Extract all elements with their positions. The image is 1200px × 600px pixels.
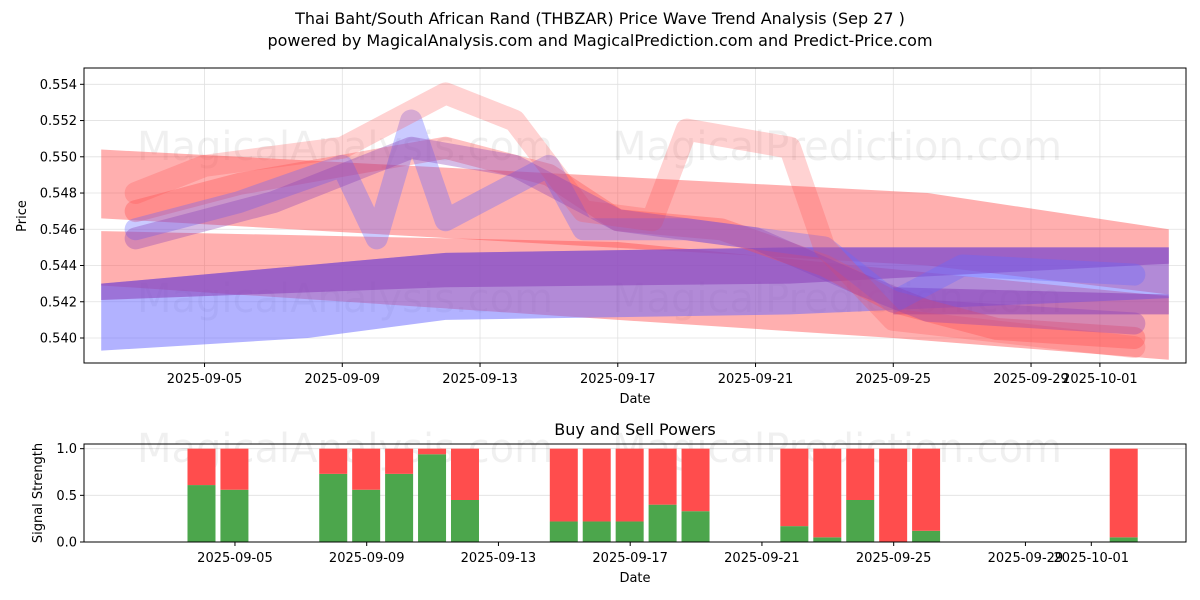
buy-bar [780, 526, 809, 542]
price-y-axis-label: Price [15, 200, 30, 232]
powers-x-tick-label: 2025-09-29 [988, 551, 1064, 566]
buy-bar [648, 504, 677, 542]
price-y-tick-label: 0.540 [40, 331, 77, 346]
buy-bar [450, 500, 479, 542]
price-wave-series [101, 82, 1169, 360]
powers-y-tick-label: 0.5 [56, 489, 77, 504]
powers-plot-frame [83, 443, 1187, 543]
sell-bar [1109, 448, 1138, 538]
powers-y-axis: 0.0 0.5 1.0 [56, 442, 84, 551]
powers-x-tick-label: 2025-10-01 [1054, 551, 1130, 566]
powers-y-tick-label: 1.0 [56, 442, 77, 457]
buy-bar [549, 521, 578, 542]
sell-bar [846, 448, 875, 500]
sell-bar [879, 448, 908, 542]
price-y-axis: 0.540 0.542 0.544 0.546 0.548 0.550 0.552 0.554 [40, 78, 84, 346]
wave-band-4 [101, 247, 1169, 300]
buy-bar [582, 521, 611, 542]
powers-x-axis-label: Date [619, 571, 650, 586]
price-y-tick-label: 0.544 [40, 259, 77, 274]
buy-bar [846, 500, 875, 542]
price-y-tick-label: 0.552 [40, 114, 77, 129]
sell-bar [813, 448, 842, 538]
price-x-tick-label: 2025-09-17 [580, 372, 656, 387]
sell-bar [352, 448, 381, 490]
powers-x-tick-label: 2025-09-21 [724, 551, 800, 566]
sell-bar [582, 448, 611, 522]
sell-bar [549, 448, 578, 522]
sell-bar [615, 448, 644, 522]
powers-chart-title: Buy and Sell Powers [554, 420, 716, 439]
buy-bar [418, 454, 447, 542]
powers-y-tick-label: 0.0 [56, 536, 77, 551]
powers-x-tick-label: 2025-09-09 [329, 551, 405, 566]
powers-x-tick-label: 2025-09-05 [197, 551, 273, 566]
price-x-axis-label: Date [619, 392, 650, 407]
buy-bar [352, 489, 381, 542]
buy-bar [319, 473, 348, 542]
price-plot-frame [83, 67, 1187, 364]
sell-bar [385, 448, 414, 474]
price-y-tick-label: 0.550 [40, 150, 77, 165]
price-y-tick-label: 0.554 [40, 78, 77, 93]
price-y-tick-label: 0.546 [40, 223, 77, 238]
buy-bar [1109, 537, 1138, 542]
sell-bar [418, 448, 447, 455]
chart-title: Thai Baht/South African Rand (THBZAR) Pr… [295, 9, 905, 28]
sell-bar [780, 448, 809, 527]
buy-bar [220, 489, 249, 542]
wave-line-4 [124, 136, 1146, 335]
sell-bar [912, 448, 941, 531]
price-x-tick-label: 2025-09-21 [718, 372, 794, 387]
buy-bar [615, 521, 644, 542]
price-x-tick-label: 2025-09-05 [167, 372, 243, 387]
wave-line-2 [124, 109, 1146, 313]
price-x-tick-label: 2025-09-25 [856, 372, 932, 387]
buy-bar [681, 511, 710, 542]
price-x-tick-label: 2025-09-09 [305, 372, 381, 387]
buy-bar [187, 485, 216, 542]
sell-bar [681, 448, 710, 512]
chart-subtitle: powered by MagicalAnalysis.com and Magic… [267, 31, 933, 50]
wave-band-5 [893, 287, 1169, 315]
sell-bar [187, 448, 216, 486]
buy-bar [912, 530, 941, 542]
price-y-tick-label: 0.548 [40, 187, 77, 202]
sell-bar [648, 448, 677, 505]
price-x-tick-label: 2025-09-29 [993, 372, 1069, 387]
buy-bar [385, 473, 414, 542]
wave-line-3 [124, 82, 1146, 359]
powers-x-tick-label: 2025-09-17 [592, 551, 668, 566]
powers-x-tick-label: 2025-09-25 [856, 551, 932, 566]
powers-x-axis: 2025-09-05 2025-09-09 2025-09-13 2025-09-17… [197, 542, 1129, 566]
watermark: MagicalAnalysis.com [137, 124, 553, 170]
price-x-tick-label: 2025-09-13 [442, 372, 518, 387]
powers-bars [187, 448, 1138, 542]
price-x-axis: 2025-09-05 2025-09-09 2025-09-13 2025-09-17… [167, 363, 1138, 387]
buy-bar [813, 537, 842, 542]
sell-bar [319, 448, 348, 474]
price-x-tick-label: 2025-10-01 [1062, 372, 1138, 387]
powers-x-tick-label: 2025-09-13 [461, 551, 537, 566]
watermark: MagicalPrediction.com [612, 124, 1062, 170]
powers-y-axis-label: Signal Strength [31, 443, 46, 543]
sell-bar [450, 448, 479, 500]
price-y-tick-label: 0.542 [40, 295, 77, 310]
sell-bar [220, 448, 249, 490]
wave-line-1 [124, 136, 1146, 349]
